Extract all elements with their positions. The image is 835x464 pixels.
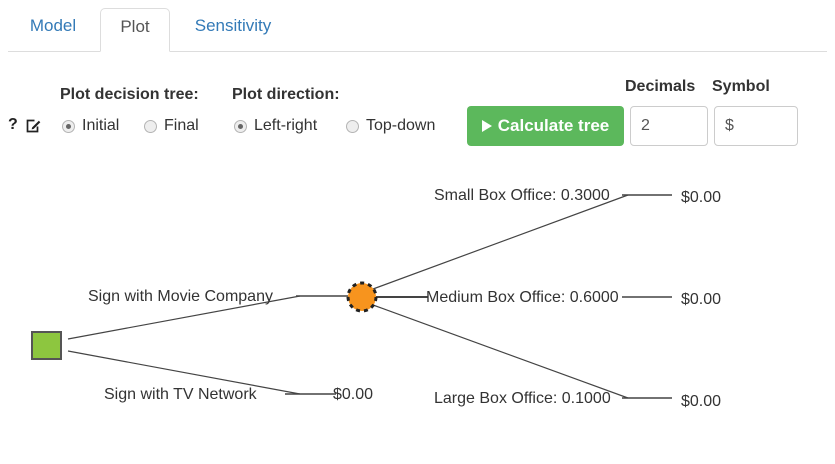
tab-model[interactable]: Model — [29, 16, 77, 35]
decimals-heading: Decimals — [625, 78, 696, 95]
tab-sensitivity[interactable]: Sensitivity — [194, 16, 272, 35]
decision-tree-svg — [31, 194, 672, 399]
radio-dot-initial-icon — [62, 119, 75, 133]
tab-bar-divider — [8, 51, 827, 52]
plot-direction-heading: Plot direction: — [232, 86, 340, 103]
branch-label-tv-network: Sign with TV Network — [104, 386, 257, 403]
edge-to-movie-company — [67, 295, 301, 340]
symbol-heading: Symbol — [712, 78, 770, 95]
chance-node-circle[interactable] — [346, 281, 378, 313]
branch-label-movie-company: Sign with Movie Company — [88, 288, 273, 305]
calculate-tree-label: Calculate tree — [497, 116, 610, 135]
edit-pencil-square-icon[interactable] — [26, 117, 42, 133]
radio-label-left-right: Left-right — [254, 117, 318, 134]
radio-label-top-down: Top-down — [366, 117, 436, 134]
branch-label-small-box-office: Small Box Office: 0.3000 — [434, 187, 610, 204]
radio-dot-top-down-icon — [346, 119, 359, 133]
help-question-icon[interactable]: ? — [8, 116, 18, 133]
edge-to-large-box-office — [372, 304, 629, 399]
radio-label-final: Final — [164, 117, 199, 134]
branch-label-medium-box-office: Medium Box Office: 0.6000 — [426, 289, 619, 306]
radio-dot-final-icon — [144, 119, 157, 133]
calculate-tree-button[interactable]: Calculate tree — [467, 106, 624, 146]
radio-plot-tree-final[interactable]: Final — [144, 117, 199, 135]
plot-decision-tree-heading: Plot decision tree: — [60, 86, 199, 103]
terminal-value-small-box-office: $0.00 — [681, 189, 722, 206]
radio-dot-left-right-icon — [234, 119, 247, 133]
radio-label-initial: Initial — [82, 117, 120, 134]
edge-to-small-box-office — [372, 194, 629, 290]
radio-direction-left-right[interactable]: Left-right — [234, 117, 317, 135]
edge-to-tv-network — [67, 350, 301, 395]
terminal-value-medium-box-office: $0.00 — [681, 291, 722, 308]
symbol-input[interactable] — [714, 106, 798, 146]
decimals-input[interactable] — [630, 106, 708, 146]
branch-label-large-box-office: Large Box Office: 0.1000 — [434, 390, 611, 407]
radio-plot-tree-initial[interactable]: Initial — [62, 117, 119, 135]
tab-plot[interactable]: Plot — [100, 8, 170, 52]
radio-direction-top-down[interactable]: Top-down — [346, 117, 435, 135]
play-triangle-icon — [481, 120, 492, 132]
terminal-value-large-box-office: $0.00 — [681, 393, 722, 410]
decision-node-square[interactable] — [31, 331, 62, 360]
decision-tree-plot[interactable]: Sign with Movie Company Sign with TV Net… — [0, 155, 835, 464]
tab-bar: Model Plot Sensitivity — [0, 0, 835, 53]
terminal-value-tv-network: $0.00 — [333, 386, 374, 403]
